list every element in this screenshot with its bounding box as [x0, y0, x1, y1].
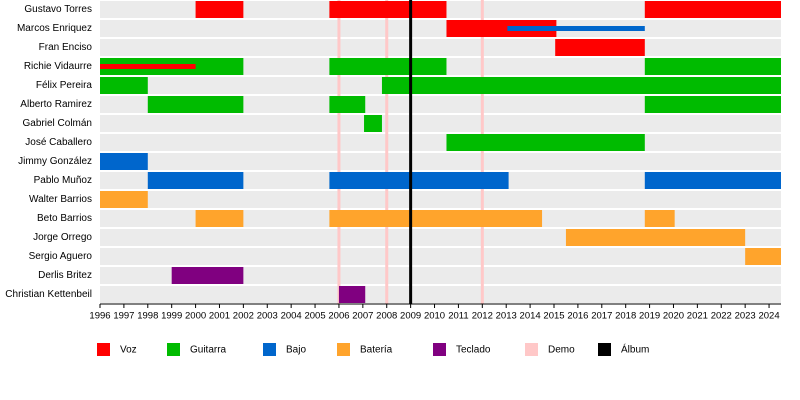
legend-swatch — [263, 343, 276, 356]
bar — [329, 172, 509, 189]
legend-swatch — [167, 343, 180, 356]
row-label: Alberto Ramirez — [20, 99, 92, 110]
legend-label: Demo — [548, 345, 575, 356]
bar — [644, 1, 781, 18]
bar — [364, 115, 382, 132]
x-tick-label: 2003 — [257, 311, 278, 322]
bar — [195, 1, 244, 18]
bar — [507, 26, 645, 31]
x-tick-label: 2010 — [424, 311, 445, 322]
x-tick-label: 2002 — [233, 311, 254, 322]
bar — [644, 58, 781, 75]
legend-label: Álbum — [621, 343, 649, 356]
row-label: Derlis Britez — [38, 270, 92, 281]
x-tick-label: 1996 — [89, 311, 110, 322]
legend-label: Bajo — [286, 345, 306, 356]
legend-label: Voz — [120, 345, 137, 356]
legend-label: Teclado — [456, 345, 491, 356]
x-tick-label: 2001 — [209, 311, 230, 322]
x-tick-label: 1998 — [137, 311, 158, 322]
row-label: Beto Barrios — [37, 213, 92, 224]
bar — [171, 267, 244, 284]
x-tick-label: 2017 — [591, 311, 612, 322]
legend-label: Batería — [360, 345, 393, 356]
bar — [195, 210, 244, 227]
row-label: Pablo Muñoz — [34, 175, 92, 186]
legend-swatch — [337, 343, 350, 356]
row-label: Gabriel Colmán — [23, 118, 92, 129]
legend-swatch — [598, 343, 611, 356]
row-label: Jimmy González — [18, 156, 92, 167]
bar — [329, 1, 447, 18]
x-tick-label: 2018 — [615, 311, 636, 322]
x-tick-label: 2023 — [735, 311, 756, 322]
row-background — [100, 286, 781, 303]
row-label: Félix Pereira — [36, 80, 93, 91]
bar — [555, 39, 645, 56]
bar — [565, 229, 746, 246]
x-tick-label: 2014 — [520, 311, 541, 322]
x-tick-label: 2011 — [448, 311, 468, 322]
bar — [381, 77, 781, 94]
x-tick-label: 1997 — [113, 311, 134, 322]
bar — [644, 96, 781, 113]
row-background — [100, 39, 781, 56]
row-background — [100, 153, 781, 170]
bar — [100, 153, 148, 170]
row-background — [100, 96, 781, 113]
x-tick-label: 2009 — [400, 311, 421, 322]
bar — [329, 96, 366, 113]
bar — [338, 286, 366, 303]
row-background — [100, 20, 781, 37]
x-tick-label: 2021 — [687, 311, 708, 322]
x-tick-label: 2007 — [352, 311, 373, 322]
legend-swatch — [97, 343, 110, 356]
x-tick-label: 2015 — [543, 311, 564, 322]
row-background — [100, 115, 781, 132]
x-tick-label: 2006 — [328, 311, 349, 322]
bar — [446, 134, 645, 151]
x-tick-label: 2019 — [639, 311, 660, 322]
row-label: Richie Vidaurre — [24, 61, 93, 72]
row-label: José Caballero — [25, 137, 92, 148]
row-background — [100, 191, 781, 208]
row-label: Sergio Aguero — [29, 251, 93, 262]
bar — [147, 172, 244, 189]
x-tick-label: 2016 — [567, 311, 588, 322]
bar — [100, 64, 196, 69]
bar — [329, 58, 447, 75]
x-tick-label: 2000 — [185, 311, 206, 322]
row-background — [100, 134, 781, 151]
bar — [644, 172, 781, 189]
x-tick-label: 2008 — [376, 311, 397, 322]
row-background — [100, 267, 781, 284]
x-tick-label: 1999 — [161, 311, 182, 322]
row-label: Jorge Orrego — [33, 232, 92, 243]
x-tick-label: 2004 — [281, 311, 302, 322]
bar — [644, 210, 675, 227]
row-label: Christian Kettenbeil — [5, 289, 92, 300]
legend-swatch — [525, 343, 538, 356]
row-label: Marcos Enriquez — [17, 23, 92, 34]
x-tick-label: 2024 — [758, 311, 779, 322]
legend-label: Guitarra — [190, 345, 227, 356]
bar — [100, 77, 148, 94]
x-tick-label: 2013 — [496, 311, 517, 322]
x-tick-label: 2012 — [472, 311, 493, 322]
bar — [329, 210, 543, 227]
row-background — [100, 248, 781, 265]
bar — [100, 191, 148, 208]
bar — [147, 96, 244, 113]
legend-swatch — [433, 343, 446, 356]
row-label: Gustavo Torres — [24, 4, 92, 15]
bar — [745, 248, 781, 265]
row-label: Walter Barrios — [29, 194, 92, 205]
row-label: Fran Enciso — [39, 42, 93, 53]
x-tick-label: 2020 — [663, 311, 684, 322]
x-tick-label: 2005 — [304, 311, 325, 322]
x-tick-label: 2022 — [711, 311, 732, 322]
bar — [446, 20, 557, 37]
